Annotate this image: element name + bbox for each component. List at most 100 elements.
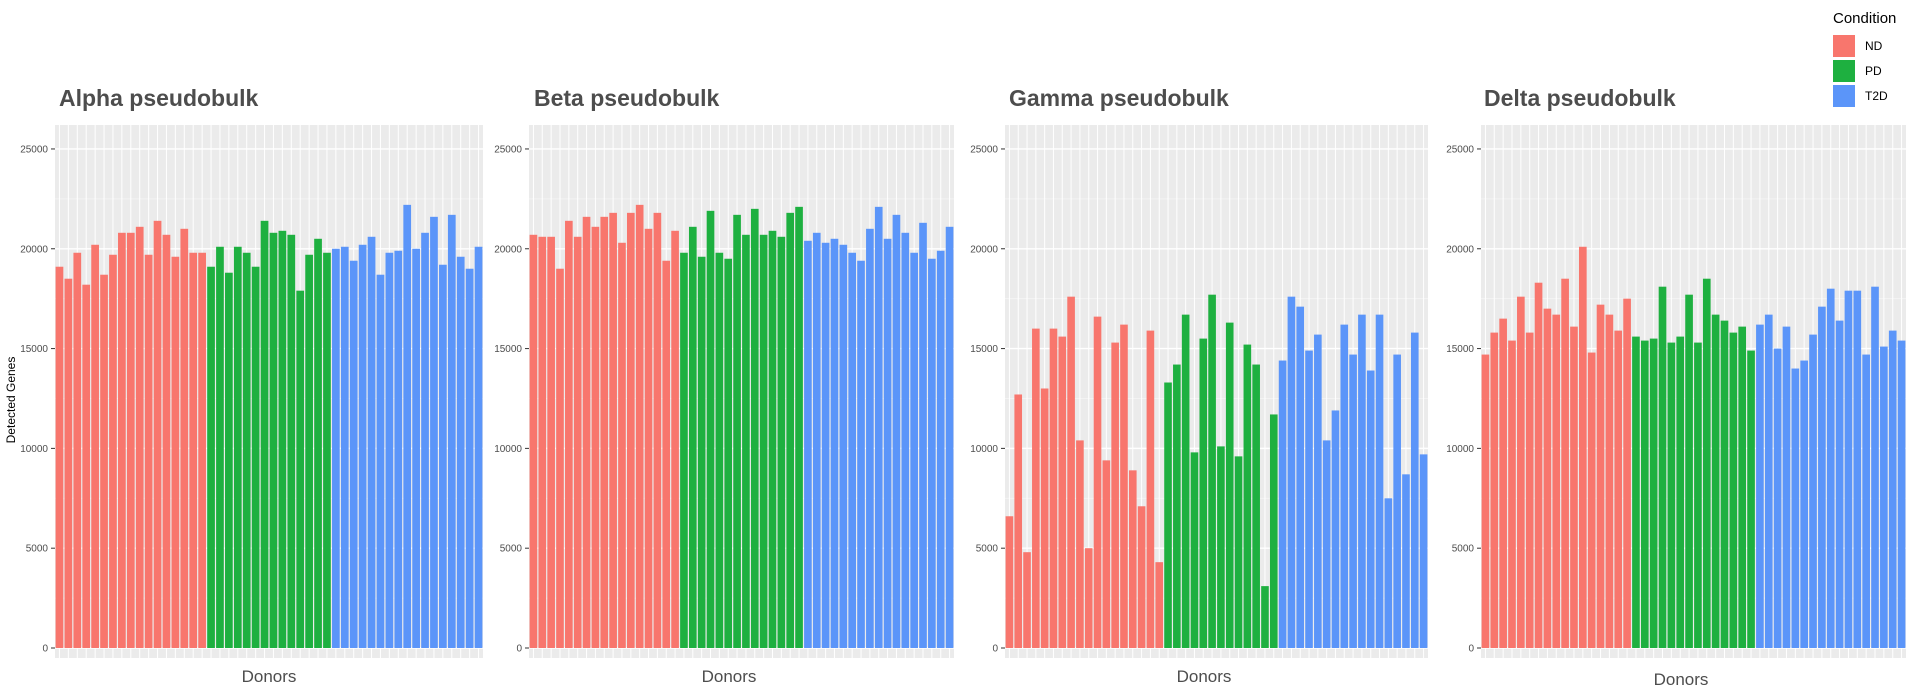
y-tick-label: 25000: [1446, 144, 1474, 155]
bar-t2d: [421, 232, 429, 649]
bar-t2d: [474, 246, 483, 648]
bar-t2d: [349, 260, 358, 648]
y-tick-label: 0: [992, 644, 998, 655]
y-tick-label: 0: [1468, 644, 1474, 655]
y-tick-label: 20000: [970, 244, 998, 255]
bar-nd: [162, 234, 171, 648]
bar-nd: [1490, 332, 1499, 648]
bar-pd: [715, 252, 724, 648]
bar-nd: [635, 204, 644, 648]
bar-nd: [1508, 340, 1516, 648]
bar-pd: [1738, 326, 1747, 648]
y-tick-label: 5000: [26, 544, 49, 555]
bar-t2d: [403, 204, 412, 648]
bar-pd: [1729, 332, 1738, 648]
bar-pd: [1640, 340, 1649, 648]
bar-pd: [759, 234, 768, 648]
chart-title: Beta pseudobulk: [534, 85, 720, 111]
bar-t2d: [1331, 410, 1340, 648]
bar-nd: [556, 268, 564, 648]
bar-nd: [582, 216, 591, 648]
bar-nd: [91, 244, 99, 648]
bar-t2d: [1349, 354, 1357, 648]
bar-pd: [1199, 338, 1208, 648]
bar-pd: [305, 254, 313, 649]
bar-t2d: [1366, 370, 1375, 648]
bar-t2d: [456, 256, 465, 648]
x-axis-label: Donors: [702, 667, 757, 686]
bar-t2d: [367, 236, 376, 648]
bar-nd: [1137, 506, 1146, 648]
bar-t2d: [376, 274, 385, 648]
bar-nd: [198, 252, 206, 648]
bar-pd: [680, 252, 688, 648]
bar-nd: [1067, 296, 1075, 648]
x-axis-label: Donors: [1654, 670, 1709, 689]
bar-t2d: [1305, 350, 1313, 648]
legend-title: Condition: [1833, 10, 1897, 27]
bar-nd: [1049, 328, 1058, 648]
bar-nd: [1084, 548, 1093, 648]
bar-nd: [1076, 440, 1084, 648]
bar-pd: [242, 252, 251, 648]
bar-pd: [1694, 342, 1702, 648]
bar-nd: [1561, 278, 1569, 648]
bar-nd: [1552, 314, 1561, 648]
bar-pd: [1269, 414, 1278, 648]
bar-t2d: [830, 238, 839, 648]
bar-t2d: [1888, 330, 1897, 648]
bar-nd: [653, 212, 662, 648]
bar-pd: [1208, 294, 1216, 648]
bar-pd: [296, 290, 305, 648]
bar-pd: [795, 206, 803, 648]
bar-nd: [1481, 354, 1490, 648]
bar-pd: [278, 230, 287, 648]
bar-nd: [662, 260, 671, 648]
bar-pd: [1676, 336, 1685, 648]
bar-t2d: [1862, 354, 1870, 648]
bar-t2d: [1410, 332, 1419, 648]
bar-pd: [742, 234, 750, 648]
bar-t2d: [447, 214, 456, 648]
bar-nd: [1146, 330, 1155, 648]
legend-item-pd: PD: [1833, 58, 1896, 83]
bar-nd: [1499, 318, 1507, 648]
y-tick-label: 5000: [976, 544, 999, 555]
bar-pd: [1243, 344, 1252, 648]
bar-nd: [1543, 308, 1552, 648]
bar-t2d: [1826, 288, 1835, 648]
bar-nd: [135, 226, 144, 648]
bar-t2d: [1844, 290, 1853, 648]
chart-title: Alpha pseudobulk: [59, 85, 259, 111]
bar-pd: [207, 266, 215, 648]
bar-t2d: [1800, 360, 1809, 648]
bar-pd: [1711, 314, 1720, 648]
bar-nd: [153, 220, 162, 649]
bar-nd: [1578, 246, 1587, 648]
bar-pd: [706, 210, 715, 648]
bar-nd: [1128, 470, 1137, 648]
bar-t2d: [901, 232, 910, 649]
bar-pd: [777, 236, 786, 648]
x-axis-label: Donors: [242, 667, 297, 686]
bar-nd: [73, 252, 82, 648]
bar-nd: [529, 234, 538, 648]
bar-nd: [565, 220, 573, 649]
bar-t2d: [1773, 348, 1782, 648]
bar-nd: [109, 254, 117, 649]
bar-pd: [697, 256, 706, 648]
panel-background: [55, 125, 483, 658]
bar-nd: [1614, 330, 1623, 648]
bar-t2d: [394, 250, 403, 649]
bar-nd: [1005, 516, 1014, 648]
y-tick-label: 0: [42, 644, 48, 655]
bar-pd: [1190, 452, 1199, 648]
panel-background: [1005, 125, 1428, 658]
bar-nd: [600, 216, 609, 648]
bar-t2d: [919, 222, 927, 648]
bar-pd: [1252, 364, 1260, 648]
legend-item-t2d: T2D: [1833, 83, 1896, 108]
bar-pd: [786, 212, 795, 648]
bar-t2d: [928, 258, 936, 648]
bar-nd: [1534, 282, 1543, 648]
